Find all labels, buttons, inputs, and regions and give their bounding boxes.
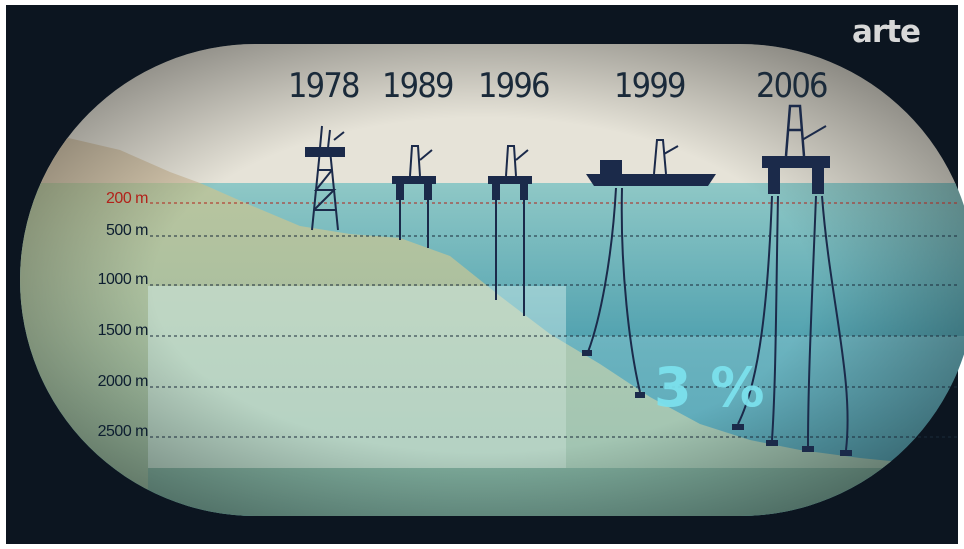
year-label: 1978: [288, 66, 360, 106]
depth-label: 2500 m: [97, 423, 149, 440]
semi-submersible-rig-icon: [732, 104, 852, 456]
oil-derrick-icon: [305, 125, 345, 231]
year-label: 1996: [478, 66, 550, 106]
depth-label: 1000 m: [97, 271, 149, 288]
depth-gridlines: [150, 202, 958, 438]
percentage-highlight: 3 %: [654, 356, 765, 419]
drillship-icon: [582, 139, 716, 398]
year-label: 2006: [756, 66, 828, 106]
depth-label: 500 m: [106, 222, 148, 239]
year-label: 1989: [382, 66, 454, 106]
arte-logo: arte: [852, 14, 921, 50]
year-label: 1999: [614, 66, 686, 106]
platform-icon: [488, 145, 532, 316]
depth-label: 1500 m: [97, 322, 149, 339]
platform-icon: [392, 145, 436, 248]
depth-label: 2000 m: [97, 373, 149, 390]
depth-label: 200 m: [106, 190, 148, 207]
